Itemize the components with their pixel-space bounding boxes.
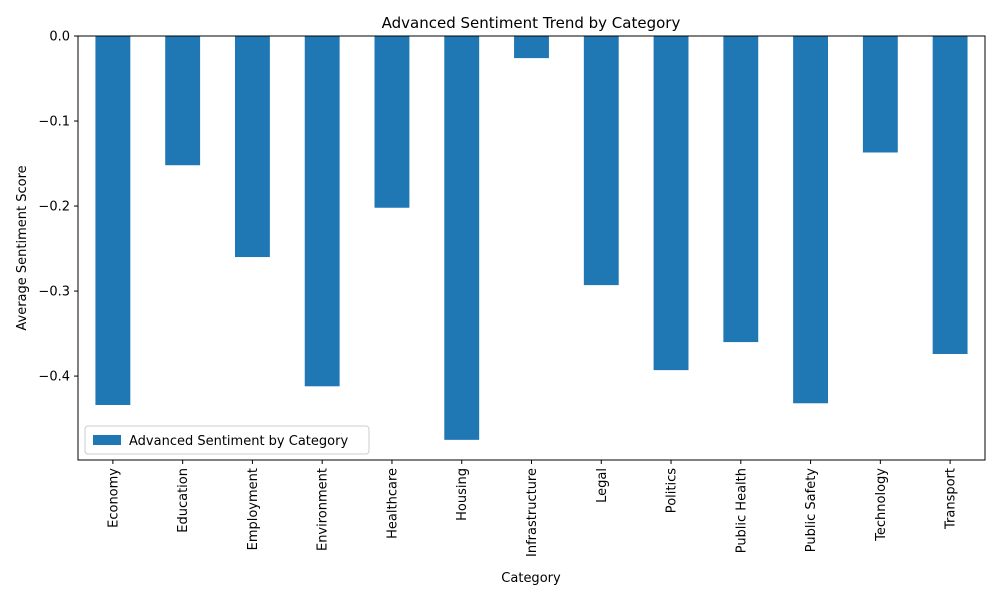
x-tick-label: Public Health (734, 468, 749, 553)
bar-transport (932, 36, 968, 354)
x-tick-label: Housing (455, 468, 470, 521)
bar-public-safety (793, 36, 829, 404)
y-axis-label: Average Sentiment Score (15, 165, 30, 330)
bar-education (165, 36, 201, 166)
y-tick-label: −0.2 (38, 200, 70, 215)
x-tick-label: Education (176, 468, 191, 533)
bar-healthcare (374, 36, 410, 208)
x-tick-label: Healthcare (385, 468, 400, 539)
y-tick-label: −0.1 (38, 115, 70, 130)
bar-environment (304, 36, 340, 387)
bar-public-health (723, 36, 759, 343)
x-tick-label: Legal (595, 468, 610, 503)
x-tick-label: Infrastructure (525, 468, 540, 557)
legend: Advanced Sentiment by Category (84, 425, 370, 455)
legend-label: Advanced Sentiment by Category (129, 434, 348, 449)
chart-title: Advanced Sentiment Trend by Category (382, 14, 681, 32)
bars-layer (95, 36, 968, 440)
bar-politics (653, 36, 689, 371)
x-tick-label: Technology (874, 468, 889, 542)
axes-layer: 0.0 −0.1 −0.2 −0.3 −0.4 Economy Education Emplo… (38, 30, 986, 557)
legend-box (84, 425, 370, 455)
x-tick-label: Economy (106, 468, 121, 528)
x-tick-label: Employment (246, 468, 261, 550)
bar-technology (862, 36, 898, 153)
x-axis-label: Category (501, 571, 561, 586)
x-tick-label: Public Safety (804, 468, 819, 552)
x-tick-label: Transport (944, 468, 959, 530)
y-tick-label: −0.4 (38, 370, 70, 385)
bar-infrastructure (514, 36, 549, 59)
x-tick-label: Environment (316, 468, 331, 551)
y-tick-label: 0.0 (49, 30, 70, 45)
bar-employment (234, 36, 270, 258)
bar-economy (95, 36, 131, 405)
legend-swatch (93, 435, 121, 445)
bar-legal (583, 36, 619, 286)
x-tick-label: Politics (665, 468, 680, 513)
y-tick-label: −0.3 (38, 285, 70, 300)
bar-housing (444, 36, 480, 440)
